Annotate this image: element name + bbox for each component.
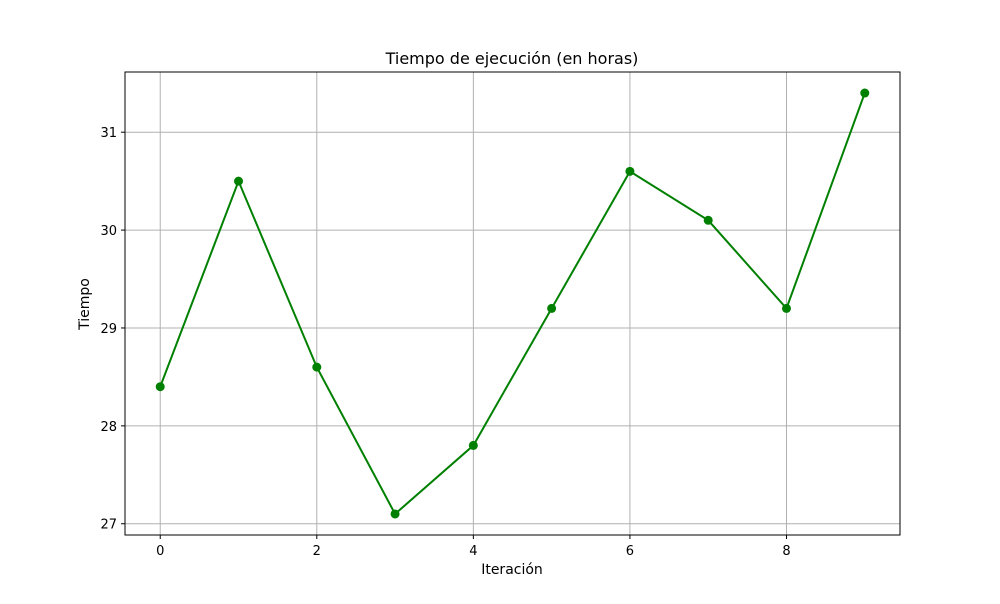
data-point	[312, 362, 322, 372]
data-point	[468, 440, 478, 450]
x-tick-label: 6	[626, 544, 634, 559]
data-point	[625, 166, 635, 176]
y-tick-label: 29	[100, 322, 117, 337]
series-line	[159, 92, 866, 516]
y-tick-label: 27	[100, 518, 117, 533]
data-point	[234, 176, 244, 186]
x-axis-label: Iteración	[481, 562, 543, 578]
chart-title: Tiempo de ejecución (en horas)	[385, 49, 639, 68]
y-tick-label: 28	[100, 420, 117, 435]
y-tick-label: 30	[100, 224, 117, 239]
x-tick-label: 2	[313, 544, 321, 559]
x-tick-label: 0	[156, 544, 164, 559]
plot-area-frame	[124, 71, 901, 536]
data-point	[155, 382, 165, 392]
x-tick-label: 4	[469, 544, 477, 559]
x-axis-ticks: 0 2 4 6 8	[156, 535, 791, 559]
grid-lines	[125, 72, 900, 535]
y-axis-label: Tiempo	[77, 278, 93, 331]
y-tick-label: 31	[100, 126, 117, 141]
x-tick-label: 8	[782, 544, 790, 559]
y-axis-ticks: 27 28 29 30 31	[100, 126, 125, 533]
data-point	[390, 509, 400, 519]
data-point	[703, 215, 713, 225]
data-point	[860, 88, 870, 98]
data-point	[781, 303, 791, 313]
series-layer	[155, 88, 870, 519]
data-point	[547, 303, 557, 313]
